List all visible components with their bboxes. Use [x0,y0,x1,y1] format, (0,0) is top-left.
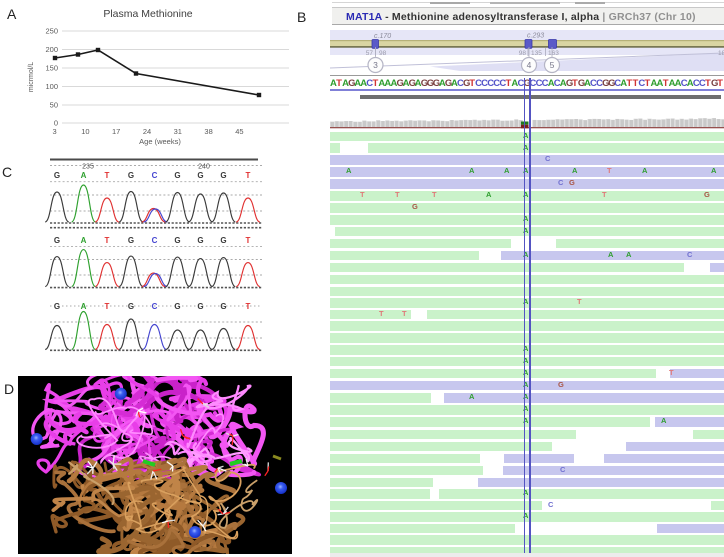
svg-text:T: T [105,302,110,311]
svg-text:G: G [197,302,203,311]
svg-text:163: 163 [548,50,559,57]
svg-text:C: C [152,171,158,180]
svg-text:G: G [54,236,60,245]
svg-text:18: 18 [718,50,724,57]
svg-text:G: G [220,236,226,245]
svg-text:200: 200 [45,45,58,54]
svg-text:c.293: c.293 [527,33,544,40]
svg-text:T: T [105,171,110,180]
svg-text:A: A [81,302,87,311]
svg-text:G: G [54,302,60,311]
svg-text:10: 10 [81,127,89,136]
svg-text:micrmol/L: micrmol/L [28,62,35,92]
svg-text:C: C [152,302,158,311]
svg-text:T: T [246,302,251,311]
svg-text:G: G [174,302,180,311]
svg-text:c.170: c.170 [374,33,391,40]
svg-text:T: T [246,236,251,245]
svg-text:Plasma Methionine: Plasma Methionine [103,8,192,20]
svg-text:240: 240 [198,164,210,171]
svg-text:G: G [197,236,203,245]
svg-text:G: G [220,302,226,311]
svg-text:G: G [220,171,226,180]
svg-text:G: G [174,236,180,245]
svg-text:G: G [128,171,134,180]
svg-text:31: 31 [174,127,182,136]
svg-text:4: 4 [527,60,532,70]
svg-text:150: 150 [45,64,58,73]
svg-text:5: 5 [550,60,555,70]
svg-text:G: G [128,302,134,311]
svg-text:45: 45 [235,127,243,136]
svg-text:17: 17 [112,127,120,136]
svg-text:250: 250 [45,27,58,36]
svg-text:G: G [197,171,203,180]
svg-text:3: 3 [53,127,57,136]
svg-text:G: G [54,171,60,180]
svg-text:98: 98 [519,50,527,57]
svg-text:T: T [246,171,251,180]
svg-text:50: 50 [50,101,58,110]
svg-text:235: 235 [82,164,94,171]
svg-text:T: T [105,236,110,245]
svg-text:135: 135 [531,50,542,57]
svg-text:24: 24 [143,127,151,136]
svg-text:Age (weeks): Age (weeks) [139,137,181,146]
svg-text:0: 0 [54,119,58,128]
svg-text:38: 38 [204,127,212,136]
svg-text:A: A [81,171,87,180]
svg-text:G: G [174,171,180,180]
svg-text:C: C [152,236,158,245]
svg-text:G: G [128,236,134,245]
svg-text:100: 100 [45,82,58,91]
svg-text:3: 3 [373,60,378,70]
svg-text:A: A [81,236,87,245]
svg-text:57: 57 [366,50,374,57]
svg-text:98: 98 [379,50,387,57]
